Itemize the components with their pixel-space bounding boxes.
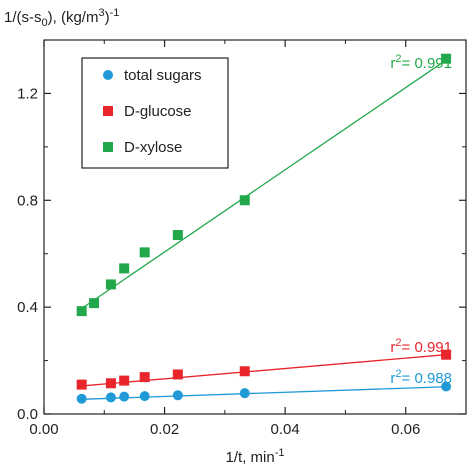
legend: total sugars D-glucose D-xylose — [81, 57, 229, 169]
r2-label: r2= 0.991 — [390, 337, 452, 356]
data-point — [172, 230, 183, 241]
r2-label: r2= 0.988 — [390, 368, 452, 387]
fit-line-2 — [81, 59, 447, 310]
y-tick-label: 0.0 — [17, 406, 38, 423]
data-point — [76, 306, 87, 317]
legend-label: total sugars — [124, 67, 202, 84]
legend-label: D-glucose — [124, 103, 192, 120]
fit-line-0 — [81, 386, 447, 400]
data-point — [139, 391, 150, 402]
data-point — [119, 263, 130, 274]
legend-marker — [103, 70, 113, 80]
plot-border — [43, 39, 467, 415]
x-tick-label: 0.04 — [271, 421, 300, 438]
x-tick-label: 0.02 — [150, 421, 179, 438]
data-point — [119, 375, 130, 386]
x-axis-label: 1/t, min-1 — [226, 447, 285, 466]
data-point — [172, 369, 183, 380]
legend-label: D-xylose — [124, 139, 182, 156]
y-axis-label: 1/(s-s0), (kg/m3)-1 — [4, 7, 119, 29]
data-point — [239, 195, 250, 206]
data-point — [441, 349, 452, 360]
x-tick-label: 0.00 — [29, 421, 58, 438]
data-point — [89, 298, 100, 309]
data-markers — [76, 53, 452, 404]
data-point — [76, 393, 87, 404]
data-point — [239, 388, 250, 399]
x-tick-label: 0.06 — [391, 421, 420, 438]
data-point — [139, 247, 150, 258]
data-point — [105, 378, 116, 389]
plot-frame — [43, 39, 467, 415]
y-axis-title: 1/(s-s0), (kg/m3)-1 — [4, 7, 119, 29]
data-point — [105, 392, 116, 403]
y-tick-label: 0.8 — [17, 192, 38, 209]
legend-marker — [103, 142, 113, 152]
r2-labels: r2= 0.988 r2= 0.991 r2= 0.991 — [390, 53, 452, 387]
axis-ticks: 0.00 0.02 0.04 0.06 0.0 0.4 0.8 1.2 — [17, 40, 466, 438]
data-point — [139, 372, 150, 383]
r2-label: r2= 0.991 — [390, 53, 452, 72]
data-point — [76, 379, 87, 390]
y-tick-label: 1.2 — [17, 85, 38, 102]
data-point — [119, 391, 130, 402]
legend-marker — [103, 106, 113, 116]
data-point — [105, 279, 116, 290]
data-point — [239, 366, 250, 377]
data-point — [172, 390, 183, 401]
data-point — [441, 381, 452, 392]
x-axis-title: 1/t, min-1 — [226, 447, 285, 466]
y-tick-label: 0.4 — [17, 299, 38, 316]
data-point — [441, 53, 452, 64]
